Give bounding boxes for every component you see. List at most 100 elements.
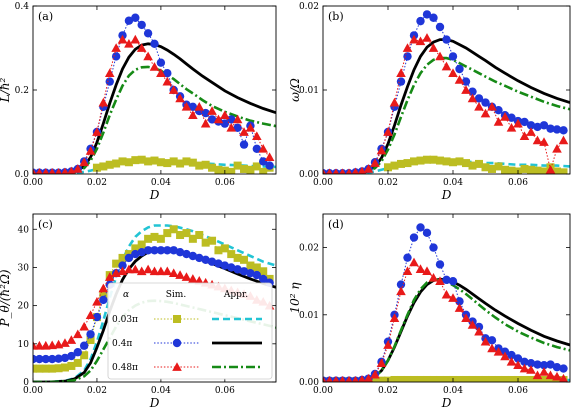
sim-point-1: [527, 375, 535, 382]
x-tick-label: 0.06: [508, 386, 528, 396]
sim-point-1: [137, 155, 146, 164]
x-tick-label: 0.02: [378, 178, 398, 188]
sim-point-3: [383, 340, 393, 349]
sim-point-3: [402, 43, 413, 52]
sim-point-3: [104, 272, 115, 281]
sim-point-3: [162, 266, 173, 276]
sim-point-1: [410, 375, 418, 382]
sim-point-2: [435, 260, 445, 269]
sim-point-1: [494, 375, 503, 382]
sim-point-3: [66, 335, 77, 344]
sim-point-1: [99, 162, 108, 171]
sim-point-3: [181, 272, 192, 281]
y-tick-label: 0: [23, 378, 29, 388]
sim-point-3: [345, 375, 353, 382]
sim-point-3: [467, 320, 478, 329]
y-tick-label: 0.2: [15, 86, 29, 96]
appr-line-2: [33, 42, 276, 174]
sim-point-1: [169, 157, 178, 166]
sim-point-1: [227, 167, 236, 174]
x-axis-label: D: [441, 396, 452, 409]
sim-point-3: [252, 131, 262, 141]
sim-point-2: [403, 253, 412, 262]
sim-point-1: [227, 250, 236, 259]
sim-point-2: [403, 52, 412, 61]
sim-point-2: [259, 157, 268, 166]
sim-point-3: [42, 167, 50, 174]
sim-point-3: [506, 357, 517, 366]
sim-point-3: [506, 123, 517, 132]
sim-point-3: [124, 264, 134, 274]
y-axis-label: L/ħ²: [0, 78, 12, 104]
sim-point-3: [415, 264, 426, 273]
sim-point-3: [428, 43, 439, 52]
sim-point-1: [259, 167, 268, 174]
sim-point-1: [240, 164, 249, 173]
sim-point-3: [207, 106, 217, 115]
sim-point-1: [112, 159, 121, 168]
sim-point-1: [124, 158, 133, 167]
x-tick-label: 0.04: [443, 178, 463, 188]
sim-point-3: [194, 102, 205, 111]
sim-point-2: [137, 247, 146, 257]
legend-box: [107, 282, 273, 380]
sim-point-2: [233, 265, 242, 274]
sim-point-1: [520, 164, 529, 173]
sim-point-3: [130, 34, 141, 44]
sim-point-2: [533, 122, 542, 132]
sim-point-2: [73, 348, 82, 357]
sim-point-1: [397, 375, 405, 382]
sim-point-1: [540, 375, 548, 382]
sim-point-3: [539, 367, 549, 376]
sim-point-3: [143, 264, 153, 274]
sim-point-2: [416, 16, 425, 26]
y-tick-label: 0.02: [299, 244, 319, 254]
sim-point-1: [246, 261, 255, 270]
sim-point-3: [33, 340, 38, 350]
sim-point-3: [156, 266, 166, 276]
sim-point-3: [441, 61, 452, 71]
plot-area: [323, 10, 570, 174]
sim-point-3: [34, 340, 45, 350]
sim-point-2: [233, 123, 242, 132]
plot-frame: [32, 213, 277, 383]
sim-point-1: [501, 165, 509, 174]
sim-point-1: [527, 165, 535, 174]
y-tick-label: 10: [18, 340, 30, 350]
sim-point-2: [67, 351, 76, 361]
sim-point-1: [442, 375, 451, 382]
sim-point-1: [182, 229, 191, 238]
sim-point-1: [118, 253, 127, 262]
sim-point-1: [397, 159, 405, 168]
y-tick-label: 0.00: [299, 170, 319, 180]
sim-point-3: [72, 164, 83, 173]
sim-point-2: [429, 243, 438, 252]
sim-point-3: [389, 97, 400, 107]
sim-point-2: [220, 119, 230, 128]
sim-point-2: [86, 330, 95, 339]
y-tick-label: 0.00: [299, 378, 319, 388]
sim-point-1: [377, 376, 386, 382]
sim-point-2: [552, 125, 562, 134]
sim-point-3: [376, 358, 387, 368]
appr-line-1: [33, 224, 276, 382]
sim-point-3: [60, 338, 70, 347]
sim-point-3: [79, 321, 89, 331]
sim-point-2: [227, 115, 236, 124]
sim-point-1: [137, 240, 146, 249]
sim-point-2: [150, 39, 159, 48]
sim-point-3: [352, 375, 359, 382]
sim-point-3: [130, 264, 141, 274]
sim-point-1: [48, 364, 57, 373]
sim-point-2: [474, 94, 484, 103]
sim-point-1: [259, 267, 268, 276]
sim-point-3: [162, 76, 173, 86]
sim-point-2: [481, 98, 490, 107]
legend-label: 0.48π: [112, 363, 138, 373]
sim-point-3: [370, 158, 380, 167]
sim-point-2: [41, 354, 50, 364]
panel-d: 0.00 0.02 0.04 0.06 0.00 0.01 0.02 (d) D 10² η: [288, 213, 571, 409]
x-tick-label: 0.06: [215, 178, 235, 188]
y-tick-label: 0.02: [299, 2, 319, 12]
sim-point-3: [181, 102, 192, 111]
